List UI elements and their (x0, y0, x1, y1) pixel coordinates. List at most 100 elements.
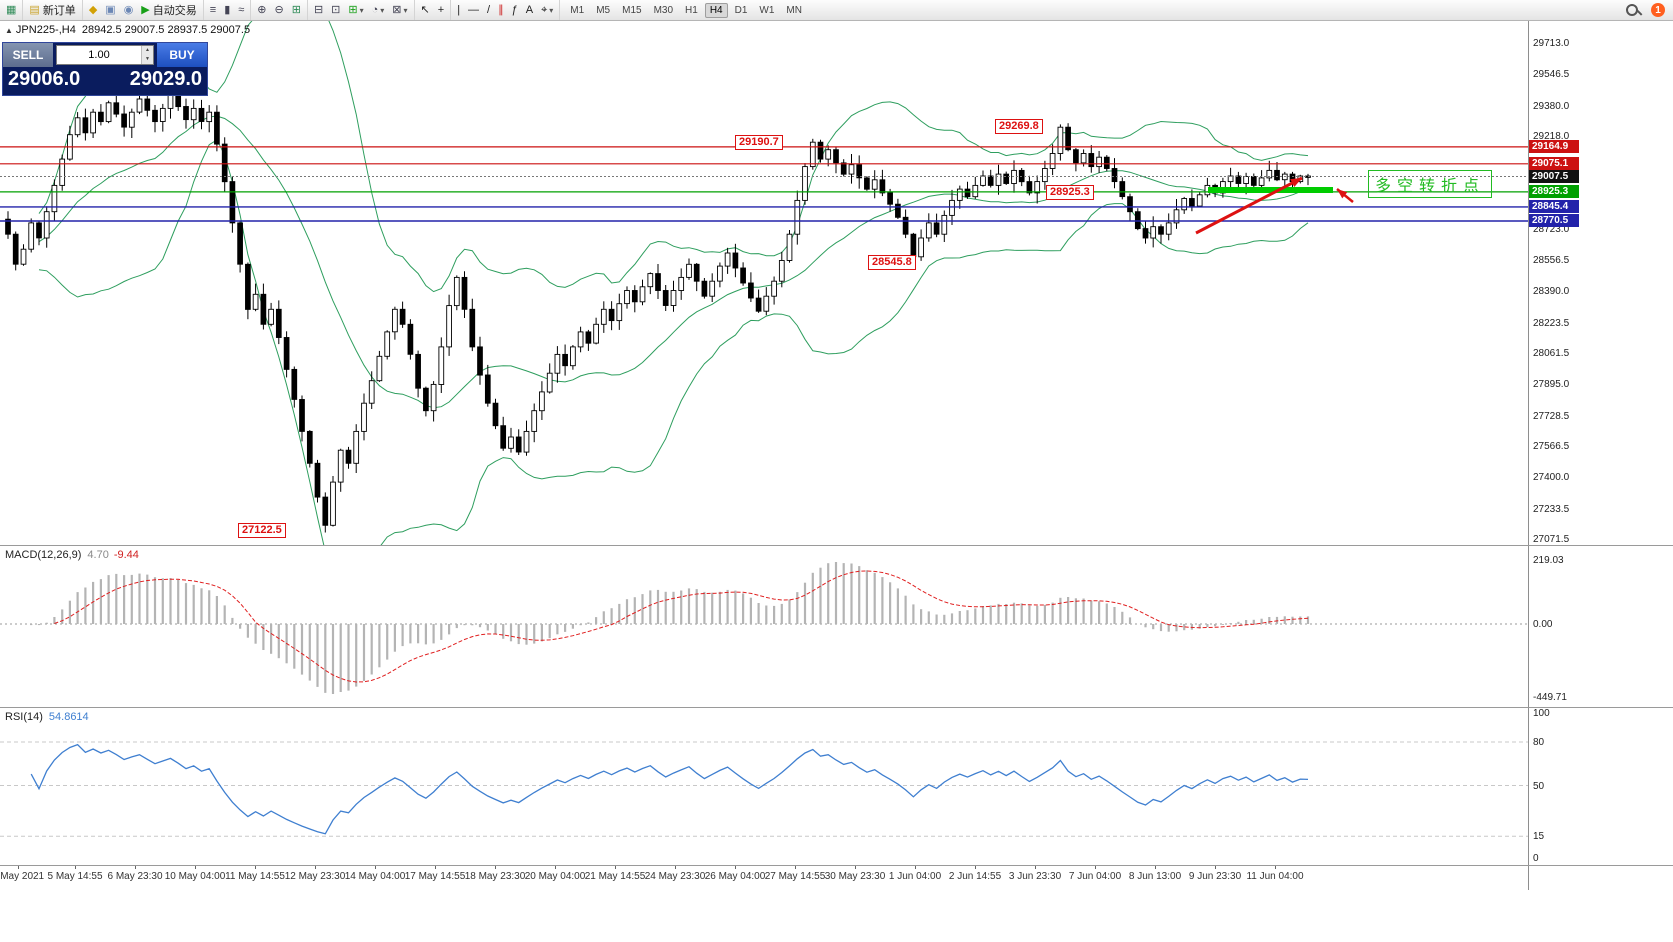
new-chart-button: ⊞ (348, 4, 358, 16)
profiles-icon: ▣ (105, 4, 116, 16)
macd-axis-label: -449.71 (1533, 692, 1567, 703)
price-axis-tick: 29546.5 (1533, 69, 1570, 81)
time-axis-label: 20 May 04:00 (524, 871, 586, 882)
buy-button[interactable]: BUY (157, 43, 207, 67)
price-axis-tick: 27566.5 (1533, 441, 1570, 453)
price-axis-tick: 28390.0 (1533, 286, 1570, 298)
arrange-charts-icon[interactable]: ⊟ (311, 1, 326, 19)
timeframe-m15[interactable]: M15 (622, 4, 642, 16)
trendline-icon[interactable]: / (484, 1, 493, 19)
trade-panel-toggle[interactable]: ▲ (5, 26, 13, 35)
period-selector-icon[interactable]: ◔ ▾ (369, 1, 388, 19)
rsi-axis-label: 100 (1533, 708, 1550, 719)
chart-title: ▲ JPN225-,H4 28942.5 29007.5 28937.5 29007… (5, 24, 250, 36)
notification-badge[interactable]: 1 (1651, 3, 1665, 17)
price-axis-tick: 28723.0 (1533, 223, 1570, 235)
cursor-icon[interactable]: ↖ (418, 1, 433, 19)
price-callout[interactable]: 28545.8 (868, 255, 916, 270)
app-icon: ▦ (6, 4, 17, 16)
horizontal-line-icon[interactable]: — (465, 1, 482, 19)
time-axis-tick (555, 866, 556, 869)
timeframe-m30[interactable]: M30 (653, 4, 674, 16)
time-axis-tick (75, 866, 76, 869)
time-axis-label: 11 Jun 04:00 (1246, 871, 1304, 882)
timeframe-h1[interactable]: H1 (685, 4, 698, 16)
zoom-in-icon[interactable]: ⊕ (254, 1, 269, 19)
time-axis-tick (615, 866, 616, 869)
time-axis-label: 3 Jun 23:30 (1008, 871, 1062, 882)
trendline[interactable] (1195, 176, 1303, 235)
time-axis-tick (855, 866, 856, 869)
price-callout[interactable]: 27122.5 (238, 523, 286, 538)
rsi-line (30, 743, 1309, 835)
time-axis-tick (675, 866, 676, 869)
time-axis-tick (435, 866, 436, 869)
sounds-icon[interactable]: ◉ (121, 1, 137, 19)
candlestick-chart-icon[interactable]: ▮ (221, 1, 233, 19)
time-axis-label: 12 May 23:30 (284, 871, 346, 882)
time-axis-label: 24 May 23:30 (644, 871, 706, 882)
time-axis-tick (135, 866, 136, 869)
main-chart-canvas[interactable] (0, 20, 1528, 546)
arrows-icon[interactable]: ⌖ ▾ (538, 1, 556, 19)
expert-advisors-icon[interactable]: ◆ (86, 1, 100, 19)
vertical-line-icon[interactable]: | (454, 1, 463, 19)
text-icon[interactable]: A (523, 1, 536, 19)
timeframe-w1[interactable]: W1 (759, 4, 775, 16)
annotation-text[interactable]: 多空转折点 (1368, 170, 1493, 198)
rsi-axis-label: 80 (1533, 737, 1545, 748)
buy-price: 29029.0 (129, 68, 202, 90)
panel-separator[interactable] (0, 545, 1673, 546)
expert-advisors-icon: ◆ (88, 4, 98, 16)
volume-decrease-button[interactable]: ▼ (142, 55, 153, 64)
rsi-panel-canvas[interactable] (0, 708, 1528, 865)
sell-button[interactable]: SELL (3, 43, 53, 67)
autotrading-icon: ▶ (141, 4, 150, 16)
fibonacci-icon[interactable]: ƒ (509, 1, 521, 19)
bar-chart-icon[interactable]: ≡ (207, 1, 219, 19)
toolbar-group: ⊕ ⊖ ⊞ (251, 0, 308, 20)
horizontal-line-icon: — (468, 4, 480, 16)
channel-icon[interactable]: ∥ (495, 1, 507, 19)
time-axis-label: 27 May 14:55 (764, 871, 826, 882)
rsi-axis-label: 0 (1533, 853, 1539, 864)
search-icon[interactable] (1626, 4, 1644, 16)
zoom-out-icon[interactable]: ⊖ (272, 1, 287, 19)
time-axis-tick (195, 866, 196, 869)
timeframe-h4[interactable]: H4 (704, 2, 728, 18)
panel-separator[interactable] (0, 707, 1673, 708)
line-chart-icon[interactable]: ≈ (235, 1, 247, 19)
indicators-icon[interactable]: ⊠ ▾ (389, 1, 410, 19)
autotrading-button-label: 自动交易 (152, 5, 197, 17)
new-chart-button[interactable]: ⊞ ▾ (345, 1, 366, 19)
time-axis-label: 8 Jun 13:00 (1128, 871, 1182, 882)
timeframe-m5[interactable]: M5 (596, 4, 611, 16)
autotrading-button[interactable]: ▶ 自动交易 (138, 1, 199, 19)
new-order-button[interactable]: ▤ 新订单 (26, 1, 78, 19)
timeframe-d1[interactable]: D1 (734, 4, 748, 16)
rsi-value: 54.8614 (48, 711, 89, 723)
macd-panel-canvas[interactable] (0, 546, 1528, 707)
symbol-period: JPN225-,H4 (15, 24, 76, 36)
price-axis-tick: 27233.5 (1533, 503, 1570, 515)
profiles-icon[interactable]: ▣ (102, 1, 118, 19)
price-callout[interactable]: 29269.8 (995, 119, 1043, 134)
price-axis-tick: 27895.0 (1533, 379, 1570, 391)
price-callout[interactable]: 29190.7 (735, 135, 783, 150)
tile-windows-icon[interactable]: ⊞ (289, 1, 304, 19)
volume-input[interactable]: 1.00 ▲ ▼ (56, 45, 154, 65)
rsi-header: RSI(14) 54.8614 (5, 711, 89, 723)
volume-increase-button[interactable]: ▲ (142, 46, 153, 55)
price-marker-badge: 29164.9 (1529, 140, 1579, 154)
timeframe-m1[interactable]: M1 (570, 4, 585, 16)
price-callout[interactable]: 28925.3 (1046, 185, 1094, 200)
search-handle (1636, 10, 1643, 16)
price-axis-tick: 28223.5 (1533, 317, 1570, 329)
fibonacci-icon: ƒ (511, 4, 518, 16)
crosshair-icon[interactable]: + (435, 1, 447, 19)
time-axis-label: 18 May 23:30 (464, 871, 526, 882)
time-axis-tick (795, 866, 796, 869)
timeframe-mn[interactable]: MN (786, 4, 802, 16)
cascade-windows-icon[interactable]: ⊡ (328, 1, 343, 19)
